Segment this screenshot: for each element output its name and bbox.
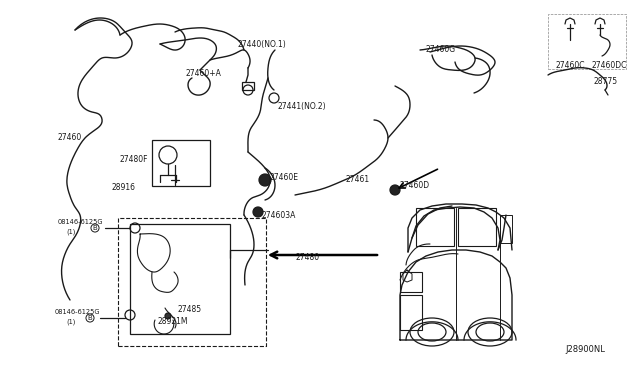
Text: 27460DC: 27460DC	[592, 61, 627, 71]
Text: 27460C: 27460C	[556, 61, 586, 71]
Bar	[400, 295, 422, 330]
Text: 27460E: 27460E	[270, 173, 299, 183]
Bar	[152, 140, 210, 186]
Text: 28921M: 28921M	[158, 317, 189, 327]
Text: 27460G: 27460G	[425, 45, 455, 55]
Text: 08146-6125G: 08146-6125G	[55, 309, 100, 315]
Circle shape	[253, 207, 263, 217]
Text: 28775: 28775	[594, 77, 618, 87]
Text: 27441(NO.2): 27441(NO.2)	[278, 102, 326, 110]
Circle shape	[165, 313, 171, 319]
Bar	[548, 14, 626, 69]
Bar	[500, 215, 512, 243]
Bar	[416, 208, 454, 246]
Text: B: B	[93, 225, 97, 231]
Text: J28900NL: J28900NL	[565, 346, 605, 355]
Text: 27480F: 27480F	[120, 155, 148, 164]
Text: (1): (1)	[66, 229, 76, 235]
Text: (1): (1)	[66, 319, 76, 325]
Bar	[400, 272, 422, 292]
Text: 27461: 27461	[346, 176, 370, 185]
Bar	[458, 208, 496, 246]
Bar	[242, 82, 254, 90]
Circle shape	[390, 185, 400, 195]
Text: 28916: 28916	[112, 183, 136, 192]
Bar	[118, 218, 266, 346]
Text: 27460: 27460	[58, 134, 83, 142]
Text: 27460D: 27460D	[400, 180, 430, 189]
Text: 27480: 27480	[295, 253, 319, 263]
Text: 08146-6125G: 08146-6125G	[58, 219, 104, 225]
Circle shape	[259, 174, 271, 186]
Text: 274603A: 274603A	[262, 211, 296, 219]
Text: B: B	[88, 315, 92, 321]
Text: 27485: 27485	[178, 305, 202, 314]
Text: 27460+A: 27460+A	[185, 70, 221, 78]
Bar	[130, 224, 230, 334]
Text: 27440(NO.1): 27440(NO.1)	[238, 39, 287, 48]
